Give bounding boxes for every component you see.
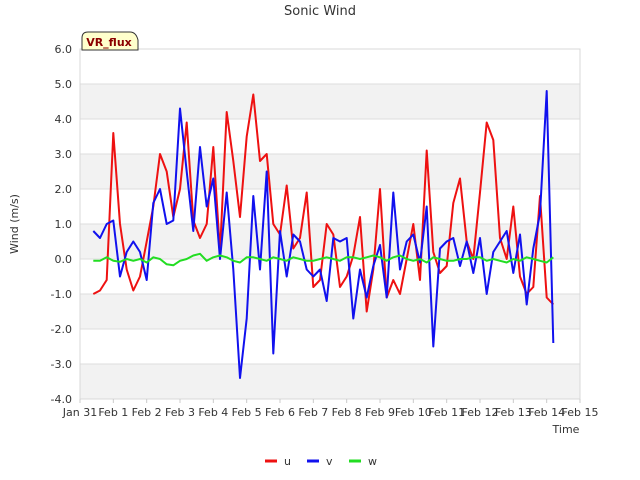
plot-band bbox=[80, 294, 580, 329]
x-tick-label: Feb 14 bbox=[528, 406, 565, 419]
y-tick-label: -1.0 bbox=[51, 288, 72, 301]
y-tick-label: 3.0 bbox=[55, 148, 73, 161]
y-axis-label: Wind (m/s) bbox=[8, 194, 21, 254]
y-tick-label: -2.0 bbox=[51, 323, 72, 336]
x-tick-label: Feb 13 bbox=[495, 406, 532, 419]
x-tick-label: Feb 7 bbox=[298, 406, 328, 419]
y-tick-label: 6.0 bbox=[55, 43, 73, 56]
x-tick-labels: Jan 31 Feb 1 Feb 2 Feb 3 Feb 4 Feb 5 Feb 6 Feb … bbox=[62, 399, 599, 419]
x-tick-label: Feb 15 bbox=[562, 406, 599, 419]
x-tick-label: Feb 8 bbox=[332, 406, 362, 419]
y-tick-label: 2.0 bbox=[55, 183, 73, 196]
y-tick-label: 0.0 bbox=[55, 253, 73, 266]
plot-band bbox=[80, 84, 580, 119]
legend-label-v: v bbox=[326, 455, 333, 468]
y-tick-labels: -4.0 -3.0 -2.0 -1.0 0.0 1.0 2.0 3.0 4.0 5.0 6.0 bbox=[51, 43, 72, 406]
x-tick-label: Feb 4 bbox=[198, 406, 228, 419]
x-tick-label: Feb 3 bbox=[165, 406, 195, 419]
x-tick-label: Jan 31 bbox=[62, 406, 97, 419]
series-line-w bbox=[93, 252, 554, 267]
chart-title: Sonic Wind bbox=[284, 4, 356, 19]
x-tick-label: Feb 5 bbox=[232, 406, 262, 419]
x-tick-label: Feb 11 bbox=[428, 406, 465, 419]
x-tick-label: Feb 9 bbox=[365, 406, 395, 419]
plot-band bbox=[80, 154, 580, 189]
y-tick-label: -3.0 bbox=[51, 358, 72, 371]
y-tick-label: 4.0 bbox=[55, 113, 73, 126]
y-tick-label: 1.0 bbox=[55, 218, 73, 231]
plot-band bbox=[80, 364, 580, 399]
y-tick-label: -4.0 bbox=[51, 393, 72, 406]
x-axis-label: Time bbox=[552, 423, 580, 436]
series-line-v bbox=[92, 90, 555, 379]
vr-flux-badge: VR_flux bbox=[81, 31, 139, 51]
series-layer bbox=[92, 90, 555, 379]
badge-shape bbox=[81, 31, 139, 51]
badge-label: VR_flux bbox=[86, 36, 132, 49]
x-tick-label: Feb 2 bbox=[132, 406, 162, 419]
x-tick-label: Feb 12 bbox=[462, 406, 499, 419]
x-tick-label: Feb 1 bbox=[98, 406, 128, 419]
x-tick-label: Feb 6 bbox=[265, 406, 295, 419]
y-tick-label: 5.0 bbox=[55, 78, 73, 91]
x-tick-label: Feb 10 bbox=[395, 406, 432, 419]
plot-frame bbox=[79, 48, 581, 400]
legend: u v w bbox=[265, 455, 377, 468]
series-line-u bbox=[92, 93, 555, 313]
legend-label-w: w bbox=[368, 455, 377, 468]
legend-label-u: u bbox=[284, 455, 291, 468]
